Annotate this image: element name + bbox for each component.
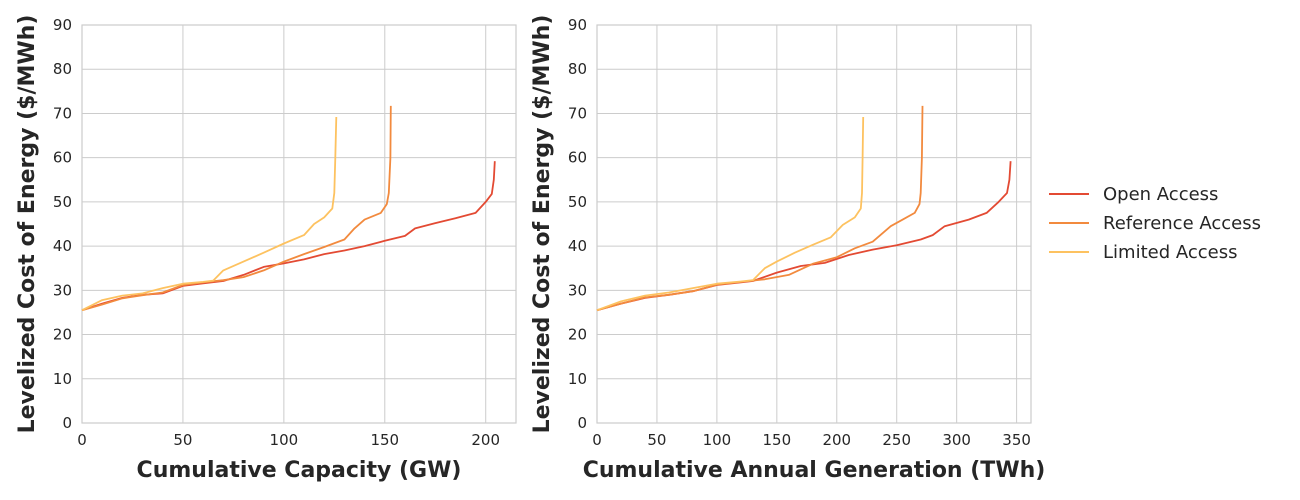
series-line-open-access [81,161,496,312]
y-tick-label: 90 [568,16,587,34]
y-tick-label: 70 [53,104,72,122]
plot-frame [81,24,517,424]
series-line-reference-access [81,105,392,312]
y-tick-label: 30 [568,281,587,299]
chart-panel-capacity: 0 10 20 30 40 50 60 70 80 90 0 50 100 150 200 Cumulativ… [15,15,517,483]
x-tick-label: 250 [882,431,911,449]
y-tick-label: 10 [568,370,587,388]
y-tick-label: 40 [53,237,72,255]
legend-label-open-access: Open Access [1103,184,1218,205]
series-line-limited-access [596,116,865,312]
series-line-limited-access [81,116,338,312]
x-tick-label: 0 [77,431,87,449]
y-tick-label: 60 [568,149,587,167]
x-tick-label: 200 [471,431,500,449]
x-tick-label: 100 [270,431,299,449]
x-tick-label: 50 [173,431,192,449]
legend: Open Access Reference Access Limited Acces… [1049,184,1261,263]
x-tick-label: 350 [1002,431,1031,449]
y-tick-label: 50 [53,193,72,211]
y-tick-label: 60 [53,149,72,167]
y-axis-label: Levelized Cost of Energy ($/MWh) [530,15,555,434]
y-tick-label: 0 [577,414,587,432]
y-tick-label: 20 [568,326,587,344]
y-tick-label: 0 [62,414,72,432]
x-tick-label: 100 [703,431,732,449]
legend-label-limited-access: Limited Access [1103,242,1237,263]
x-tick-label: 150 [763,431,792,449]
x-axis-label: Cumulative Capacity (GW) [137,458,462,483]
series-line-open-access [596,161,1012,312]
y-tick-label: 40 [568,237,587,255]
x-tick-label: 50 [647,431,666,449]
legend-label-reference-access: Reference Access [1103,213,1261,234]
y-tick-label: 20 [53,326,72,344]
y-axis-label: Levelized Cost of Energy ($/MWh) [15,15,40,434]
y-tick-label: 80 [53,60,72,78]
x-tick-label: 300 [942,431,971,449]
y-tick-label: 80 [568,60,587,78]
x-tick-label: 0 [592,431,602,449]
x-tick-label: 150 [370,431,399,449]
series-line-reference-access [596,105,924,312]
plot-frame [596,24,1032,424]
y-tick-label: 70 [568,104,587,122]
y-tick-label: 50 [568,193,587,211]
y-tick-label: 30 [53,281,72,299]
y-tick-label: 10 [53,370,72,388]
chart-panel-generation: 0 10 20 30 40 50 60 70 80 90 0 50 100 150 200 250 300 350… [530,15,1045,483]
y-tick-label: 90 [53,16,72,34]
x-axis-label: Cumulative Annual Generation (TWh) [583,458,1046,483]
x-tick-label: 200 [822,431,851,449]
